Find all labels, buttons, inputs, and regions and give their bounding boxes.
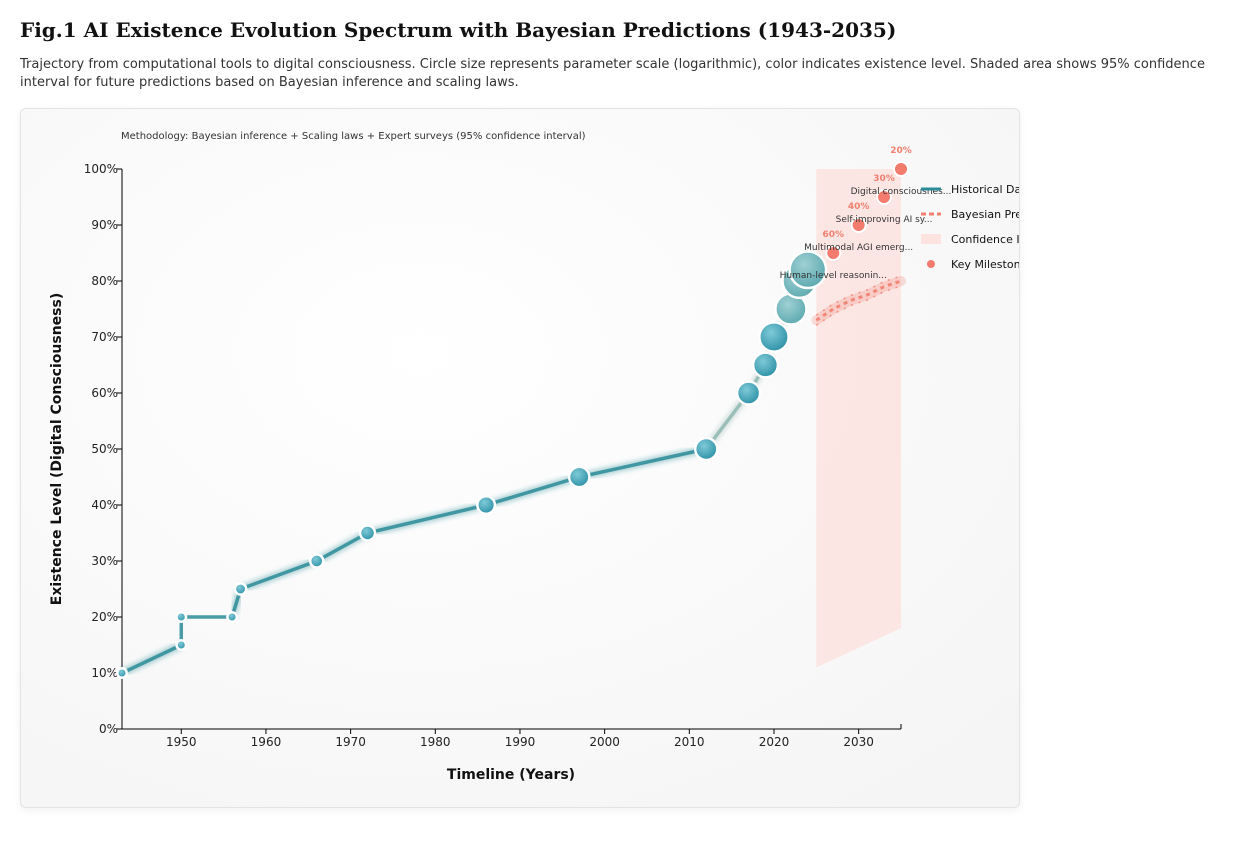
confidence-band [816,169,901,668]
historical-point [736,380,761,406]
chart-svg: Methodology: Bayesian inference + Scalin… [21,109,1019,807]
historical-point [359,524,376,542]
milestone-point [893,161,909,177]
legend-swatch-milestone [927,260,935,268]
y-tick-label: 10% [91,666,118,680]
y-tick-label: 40% [91,498,118,512]
milestone-point [876,189,893,205]
legend-label: Confidence Interval [951,233,1019,246]
milestone-label: Self-improving AI sy... [836,215,933,225]
historical-point [694,437,719,461]
x-tick-label: 2030 [843,735,874,749]
x-tick-label: 1990 [505,735,536,749]
prediction-line [815,279,902,322]
historical-point [175,639,187,651]
page-subtitle: Trajectory from computational tools to d… [20,57,1205,90]
historical-line-segment [315,531,370,563]
y-tick-label: 60% [91,386,118,400]
page-title: Fig.1 AI Existence Evolution Spectrum wi… [20,18,897,42]
y-tick-label: 50% [91,442,118,456]
y-tick-label: 30% [91,554,118,568]
historical-point [226,611,238,623]
historical-line-segment [484,475,581,507]
y-tick-label: 0% [99,722,118,736]
historical-point [752,351,779,379]
x-tick-label: 1980 [420,735,451,749]
historical-point [568,466,591,488]
legend-label: Historical Data [951,183,1019,196]
milestone-probability: 60% [822,230,844,240]
x-tick-label: 2000 [589,735,620,749]
historical-line-segment [577,447,708,479]
x-tick-label: 2010 [674,735,705,749]
milestone-label: Multimodal AGI emerg... [804,243,913,253]
legend-label: Bayesian Prediction [951,208,1019,221]
y-tick-label: 70% [91,330,118,344]
y-axis-title: Existence Level (Digital Consciousness) [49,293,65,605]
historical-point [758,321,790,353]
historical-point [476,495,496,515]
y-tick-label: 100% [84,162,118,176]
legend: Historical Data Bayesian Prediction Confid… [921,183,1019,271]
y-tick-label: 80% [91,274,118,288]
x-tick-label: 1950 [166,735,197,749]
legend-swatch-confidence [921,234,941,244]
milestone-probability: 40% [848,202,870,212]
milestone-point [825,245,842,261]
historical-line-segment [120,643,184,675]
prediction-line-upper [815,275,902,316]
legend-label: Key Milestone [951,258,1019,271]
y-tick-label: 90% [91,218,118,232]
milestone-label: Digital consciousnes... [851,187,952,197]
prediction-line-lower [815,285,902,326]
y-tick-label: 20% [91,610,118,624]
x-tick-label: 1960 [251,735,282,749]
historical-point [309,553,325,569]
historical-point [116,667,128,679]
historical-point [788,250,827,289]
x-axis-title: Timeline (Years) [447,767,575,783]
historical-line-segment [365,503,488,535]
milestone-label: Human-level reasonin... [780,271,887,281]
x-tick-label: 2020 [759,735,790,749]
historical-point [234,582,247,596]
milestone-probability: 20% [890,146,912,156]
milestone-probability: 30% [873,174,895,184]
historical-line-segment [238,559,319,591]
milestone-point [850,217,867,233]
x-tick-label: 1970 [335,735,366,749]
historical-point [175,611,187,623]
chart-card: Methodology: Bayesian inference + Scalin… [20,108,1020,808]
methodology-note: Methodology: Bayesian inference + Scalin… [121,131,586,142]
